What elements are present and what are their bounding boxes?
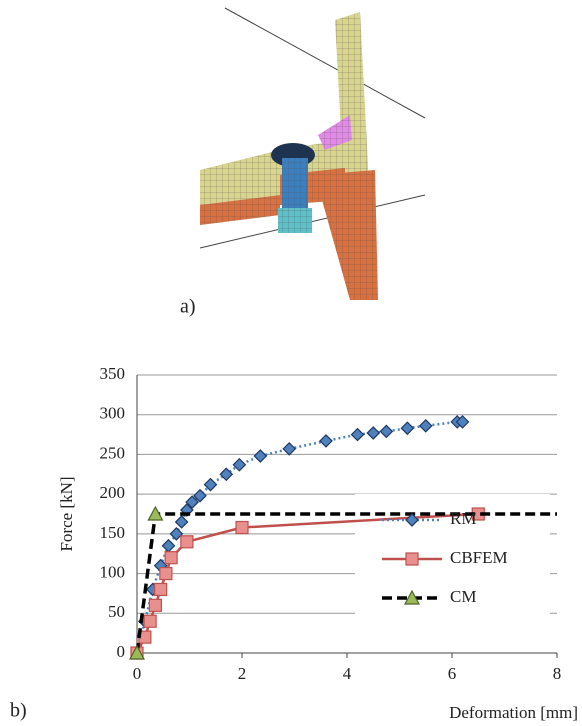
fem-model [200, 8, 425, 300]
y-tick-label: 350 [100, 364, 126, 383]
marker [144, 615, 156, 627]
panel-label: a) [180, 296, 196, 318]
marker [165, 552, 177, 564]
marker [283, 443, 295, 455]
y-tick-label: 50 [108, 602, 125, 621]
legend-label: CBFEM [450, 548, 508, 567]
panel-label: b) [10, 700, 27, 722]
marker [420, 420, 432, 432]
marker [367, 427, 379, 439]
marker [181, 536, 193, 548]
y-tick-label: 250 [100, 443, 126, 462]
figure: a) b) 0 50 100 150 200 250 300 350 0 2 4 6 8 Force [k… [0, 0, 582, 726]
marker [352, 429, 364, 441]
marker [380, 425, 392, 437]
marker [176, 516, 188, 528]
x-tick-label: 8 [553, 664, 562, 683]
y-tick-label: 300 [100, 404, 126, 423]
x-axis-title: Deformation [mm] [449, 703, 578, 722]
chart: 0 50 100 150 200 250 300 350 0 2 4 6 8 Force [kN] Defo… [57, 364, 578, 722]
y-axis-title: Force [kN] [57, 476, 76, 551]
marker [148, 507, 162, 520]
marker [401, 422, 413, 434]
marker [320, 435, 332, 447]
y-tick-label: 0 [117, 642, 126, 661]
marker [163, 540, 175, 552]
marker [160, 568, 172, 580]
y-tick-label: 200 [100, 483, 126, 502]
legend-label: RM [450, 509, 476, 528]
legend-label: CM [450, 587, 476, 606]
marker [149, 599, 161, 611]
x-tick-label: 0 [133, 664, 142, 683]
x-tick-label: 4 [343, 664, 352, 683]
marker [236, 522, 248, 534]
page: {"panel_a_label": "a)", "panel_b_label":… [0, 0, 582, 726]
x-tick-label: 2 [238, 664, 247, 683]
marker [254, 450, 266, 462]
y-tick-label: 100 [100, 562, 126, 581]
x-tick-label: 6 [448, 664, 457, 683]
y-tick-label: 150 [100, 523, 126, 542]
legend-marker [406, 553, 418, 565]
marker [155, 583, 167, 595]
